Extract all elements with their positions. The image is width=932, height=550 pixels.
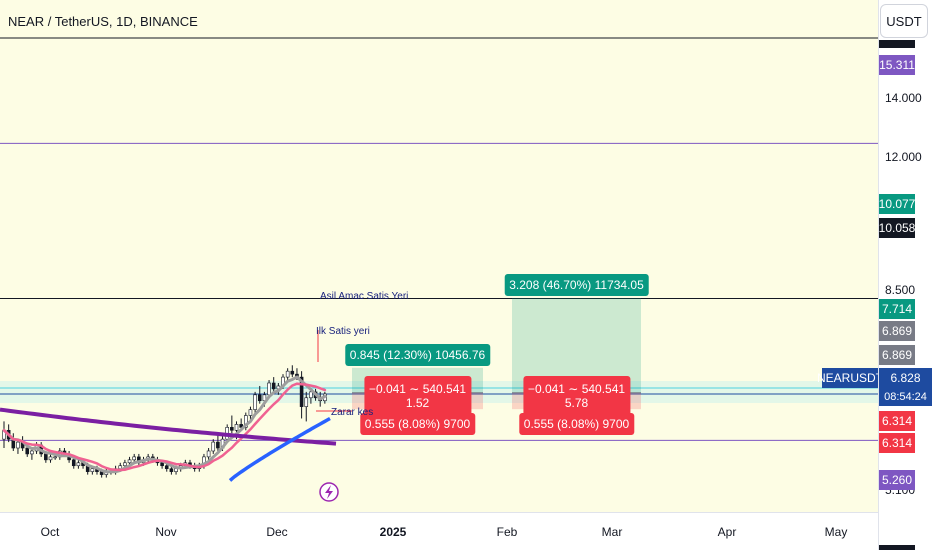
position-2-entry-line1: −0.041 ∼ 540.541	[527, 381, 626, 396]
price-tag-9: 5.260	[879, 470, 915, 490]
candle-10	[48, 453, 53, 463]
currency-button[interactable]: USDT	[880, 4, 928, 38]
price-tag-1: 10.077	[879, 194, 915, 214]
bar-countdown: 08:54:24	[879, 388, 932, 406]
candle-45	[211, 439, 216, 454]
position-1-stop-label: 0.555 (8.08%) 9700	[359, 413, 476, 436]
position-1-target-label: 0.845 (12.30%) 10456.76	[344, 343, 491, 366]
y-tick-1: 12.000	[885, 150, 922, 164]
x-tick-7: May	[824, 525, 848, 539]
price-tag-4: 6.869	[879, 321, 915, 341]
chart-canvas[interactable]	[0, 0, 878, 512]
y-tick-0: 14.000	[885, 91, 922, 105]
position-2-entry-line2: 5.78	[564, 395, 589, 410]
candle-2	[11, 433, 16, 451]
ma-purple-line	[0, 407, 337, 446]
annotation-2: Zarar kes	[331, 407, 374, 418]
plot-area[interactable]: 0.845 (12.30%) 10456.76 −0.041 ∼ 540.541 1…	[0, 0, 878, 512]
lightning-icon	[319, 482, 339, 502]
candle-49	[230, 415, 234, 434]
candle-16	[76, 459, 81, 469]
x-tick-3: 2025	[379, 525, 407, 539]
price-tag-5: 6.869	[879, 345, 915, 365]
position-2-stop-label: 0.555 (8.08%) 9700	[518, 413, 635, 436]
y-tick-2: 8.500	[885, 283, 916, 297]
x-tick-4: Feb	[496, 525, 518, 539]
x-tick-1: Nov	[155, 525, 177, 539]
candle-0	[2, 421, 6, 449]
candle-62	[290, 365, 295, 378]
candle-65	[304, 391, 309, 422]
position-1-entry-line1: −0.041 ∼ 540.541	[368, 381, 467, 396]
price-tag-0: 15.311	[879, 55, 915, 75]
price-axis[interactable]: 14.000 12.000 8.500 5.100	[878, 0, 932, 550]
candle-46	[216, 433, 220, 451]
price-tag-2: 10.058	[879, 218, 915, 238]
time-axis[interactable]: Oct Nov Dec 2025 Feb Mar Apr May	[0, 512, 878, 550]
symbol-price-tag: NEARUSDT	[817, 368, 878, 388]
price-tag-3: 7.714	[879, 299, 915, 319]
candle-44	[206, 448, 211, 460]
candle-55	[257, 385, 262, 404]
position-2-target-label: 3.208 (46.70%) 11734.05	[504, 273, 649, 296]
ma-blue-line	[228, 416, 331, 482]
price-tag-top-partial	[879, 40, 915, 48]
time-axis-corner	[879, 545, 915, 550]
x-tick-5: Mar	[601, 525, 623, 539]
price-tag-7: 6.314	[879, 411, 915, 431]
annotation-0: Asil Amac Satis Yeri	[320, 290, 409, 302]
x-tick-6: Apr	[717, 525, 737, 539]
candle-58	[271, 377, 276, 392]
candle-54	[253, 391, 257, 413]
annotation-1: Ilk Satis yeri	[316, 326, 370, 337]
ma-fast-line	[2, 382, 327, 472]
candle-3	[16, 439, 20, 454]
candle-61	[285, 368, 290, 381]
x-tick-0: Oct	[40, 525, 60, 539]
symbol-title: NEAR / TetherUS, 1D, BINANCE	[8, 14, 198, 29]
position-2-entry-label: −0.041 ∼ 540.541 5.78	[522, 375, 631, 416]
position-1-entry-line2: 1.52	[405, 395, 430, 410]
candle-64	[299, 371, 304, 419]
x-tick-2: Dec	[266, 525, 288, 539]
price-tag-6: 6.828	[879, 368, 932, 388]
position-1-entry-label: −0.041 ∼ 540.541 1.52	[363, 375, 472, 416]
candle-52	[244, 412, 248, 431]
price-tag-8: 6.314	[879, 433, 915, 453]
